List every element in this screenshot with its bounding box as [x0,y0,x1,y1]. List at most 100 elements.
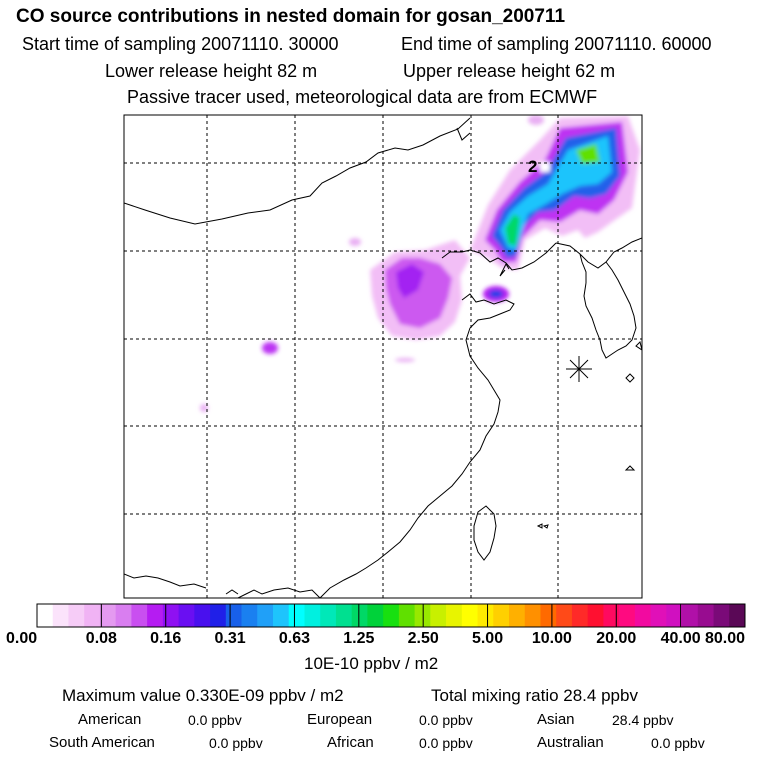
colorbar-segment [162,604,179,627]
colorbar-segment [571,604,589,627]
colorbar-segment [682,604,699,627]
colorbar-segment [178,604,195,627]
colorbar-tick-label: 0.00 [6,630,38,647]
plume-green-core [505,214,520,246]
plume-green-core2 [576,144,600,164]
colorbar-tick-label: 0.08 [85,630,117,647]
colorbar-segment [68,604,85,627]
lower-release-label: Lower release height 82 m [105,61,318,81]
china-coast-east [319,327,501,598]
shandong-coast [461,293,515,329]
japan-islands [536,341,642,529]
region-south-american-name: South American [49,734,155,751]
hainan-fragment [225,589,239,595]
vietnam-border [124,573,207,589]
border-northeast [456,127,471,141]
colorbar-segment [367,604,384,627]
plume-cyan-north [500,136,612,250]
small-patch-2 [200,404,208,412]
colorbar-segment [131,604,148,627]
colorbar-segment [477,604,494,627]
region-australian-name: Australian [537,734,604,751]
region-south-american-value: 0.0 ppbv [209,735,263,751]
colorbar [36,603,746,628]
china-coast-north [441,242,557,271]
colorbar-segment [99,604,117,627]
colorbar-segment [556,604,573,627]
colorbar-segment [257,604,274,627]
region-african-value: 0.0 ppbv [419,735,473,751]
start-time-label: Start time of sampling 20071110. 30000 [22,34,339,54]
contour-label: 2 [528,157,537,176]
colorbar-segment [634,604,651,627]
colorbar-tick-label: 0.16 [150,630,182,647]
region-american-value: 0.0 ppbv [188,712,242,728]
colorbar-segment [320,604,337,627]
map-frame [123,114,643,599]
receptor-stroke-d2 [569,359,589,379]
colorbar-frame [36,603,746,628]
colorbar-tick-label: 0.31 [214,630,246,647]
plume-west-dark [396,264,424,298]
colorbar-unit-label: 10E-10 ppbv / m2 [304,654,439,673]
small-patch-1 [262,342,278,354]
coastlines [124,117,642,598]
colorbar-tick-label: 80.00 [704,630,745,647]
colorbar-tick-label: 20.00 [596,630,637,647]
colorbar-segment [619,604,636,627]
colorbar-segment [509,604,526,627]
colorbar-segment [52,604,69,627]
colorbar-segment [650,604,667,627]
colorbar-segment [697,604,714,627]
colorbar-segment [383,604,400,627]
colorbar-segment [225,604,242,627]
colorbar-segment [351,604,368,627]
colorbar-segment [84,604,101,627]
colorbar-tick-label: 5.00 [471,630,504,647]
upper-release-label: Upper release height 62 m [403,61,616,81]
page-title: CO source contributions in nested domain… [16,6,566,27]
region-european-name: European [307,711,373,728]
end-time-label: End time of sampling 20071110. 60000 [401,34,712,54]
taiwan [473,505,497,561]
colorbar-segment [603,604,620,627]
total-mixing-label: Total mixing ratio 28.4 ppbv [431,686,638,705]
map-figure: 2 [36,114,746,628]
china-south-coast [237,587,321,598]
small-patch-5 [528,115,544,125]
colorbar-segment [540,604,557,627]
region-asian-value: 28.4 ppbv [612,712,674,728]
region-asian-name: Asian [537,711,575,728]
plume-gap [540,162,550,172]
small-patch-3 [395,358,415,362]
region-european-value: 0.0 ppbv [419,712,473,728]
colorbar-tick-label: 1.25 [343,630,375,647]
colorbar-segment [288,604,305,627]
colorbar-tick-label: 2.50 [407,630,439,647]
colorbar-segment [524,604,541,627]
liaodong-peninsula [499,262,510,277]
colorbar-segment [666,604,683,627]
colorbar-segment [335,604,353,627]
colorbar-segment [587,604,604,627]
region-african-name: African [327,734,374,751]
region-australian-value: 0.0 ppbv [651,735,705,751]
korea-coast-west [579,253,587,283]
colorbar-segment [115,604,132,627]
max-value-label: Maximum value 0.330E-09 ppbv / m2 [62,686,344,705]
colorbar-segment [430,604,447,627]
colorbar-segment [273,604,290,627]
colorbar-segment [713,604,730,627]
colorbar-segment [37,604,54,627]
colorbar-segment [194,604,211,627]
colorbar-segment [461,604,478,627]
colorbar-segment [210,604,227,627]
tracer-note: Passive tracer used, meteorological data… [127,87,598,107]
colorbar-segment [398,604,415,627]
colorbar-segment [729,604,746,627]
colorbar-segment [304,604,321,627]
korea-coast [555,237,642,359]
colorbar-segment [414,604,431,627]
small-patch-4 [349,238,361,246]
receptor-marker [566,356,592,382]
